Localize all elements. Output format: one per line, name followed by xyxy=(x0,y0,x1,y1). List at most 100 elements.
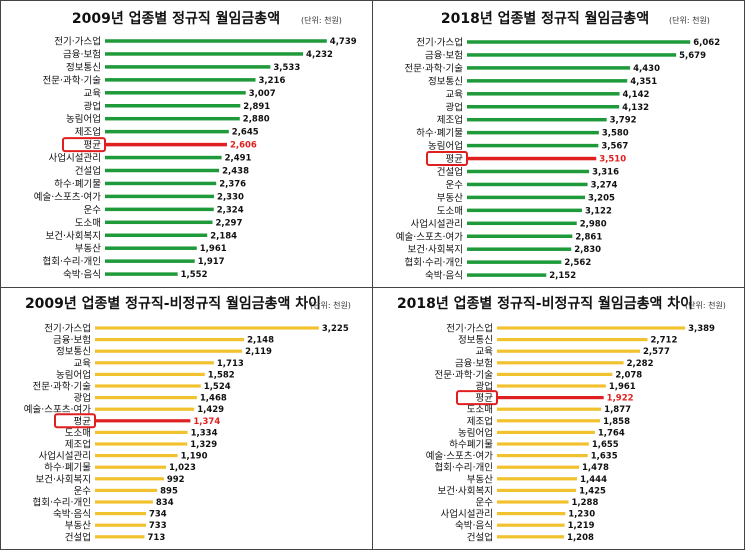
bar xyxy=(467,273,547,277)
category-label: 전기·가스업 xyxy=(416,37,463,49)
chart-title: 2018년 업종별 정규직-비정규직 월임금총액 차이 xyxy=(397,295,693,312)
bar xyxy=(467,156,597,161)
category-label: 부동산 xyxy=(75,244,101,255)
bar xyxy=(467,130,599,135)
data-label: 3,225 xyxy=(322,324,349,334)
bar xyxy=(497,338,648,342)
data-label: 4,232 xyxy=(306,50,333,60)
data-label: 4,739 xyxy=(330,37,357,47)
bar xyxy=(467,105,620,109)
bar xyxy=(105,259,195,263)
bar xyxy=(497,442,589,446)
data-label: 733 xyxy=(149,521,167,531)
category-label: 제조업 xyxy=(65,439,91,451)
bar xyxy=(497,500,569,504)
data-label: 2,184 xyxy=(210,231,237,241)
category-label: 제조업 xyxy=(75,126,101,138)
bar xyxy=(467,169,590,174)
category-label: 금융·보험 xyxy=(63,49,101,60)
data-label: 1,429 xyxy=(197,405,224,415)
chart-panel-2018-regular: 2018년 업종별 정규직 월임금총액 (단위: 천원) 전기·가스업 6,062 금융… xyxy=(372,0,745,288)
category-label: 사업시설관리 xyxy=(49,152,101,164)
category-label: 하수·폐기물 xyxy=(54,178,101,190)
data-label: 2,376 xyxy=(219,179,246,189)
category-label: 협회·수리·개인 xyxy=(435,462,493,474)
data-label: 1,635 xyxy=(591,452,618,462)
data-label: 2,324 xyxy=(217,205,244,215)
bar xyxy=(95,535,145,539)
bar xyxy=(467,117,607,122)
chart-2018-gap-svg: 2018년 업종별 정규직-비정규직 월임금총액 차이(단위: 천원) 전기·가스… xyxy=(397,295,726,543)
category-label: 숙박·음식 xyxy=(53,509,91,520)
data-label: 2,282 xyxy=(627,359,654,369)
bar xyxy=(497,477,578,481)
data-label: 2,078 xyxy=(615,370,642,380)
bar xyxy=(95,361,214,365)
bar xyxy=(497,488,577,492)
bar xyxy=(95,430,188,434)
bar xyxy=(497,523,565,527)
category-label: 전문·과학·기술 xyxy=(405,63,464,74)
bar xyxy=(105,104,241,108)
category-label: 광업 xyxy=(476,381,493,393)
chart-unit: (단위: 천원) xyxy=(301,15,342,25)
data-label: 2,491 xyxy=(225,154,252,164)
category-label: 예술·스포츠·여가 xyxy=(426,450,493,462)
category-label: 부동산 xyxy=(65,521,91,532)
bar xyxy=(105,194,215,199)
bar xyxy=(95,500,153,504)
data-label: 3,122 xyxy=(585,206,612,216)
category-label: 정보통신 xyxy=(56,347,91,358)
category-label: 하수·폐기물 xyxy=(416,127,463,139)
category-label: 예술·스포츠·여가 xyxy=(24,404,91,416)
category-label: 숙박·음식 xyxy=(425,271,463,282)
data-label: 1,374 xyxy=(193,417,220,427)
data-label: 992 xyxy=(167,475,185,485)
category-label: 사업시설관리 xyxy=(441,508,493,520)
data-label: 1,655 xyxy=(592,440,619,450)
category-label: 도소매 xyxy=(65,428,91,439)
data-label: 4,132 xyxy=(622,103,649,113)
bar xyxy=(95,338,245,342)
data-label: 1,190 xyxy=(181,452,208,462)
chart-unit: (단위: 천원) xyxy=(669,15,710,25)
data-label: 2,562 xyxy=(564,258,591,268)
data-label: 2,438 xyxy=(222,167,249,177)
data-label: 734 xyxy=(149,510,167,520)
data-label: 5,679 xyxy=(679,51,706,61)
data-label: 2,830 xyxy=(574,245,601,255)
data-label: 1,552 xyxy=(181,270,208,280)
category-label: 평균 xyxy=(74,416,92,427)
category-label: 전기·가스업 xyxy=(446,323,493,335)
category-label: 광업 xyxy=(446,101,463,113)
bar xyxy=(95,407,195,411)
bar xyxy=(467,79,628,83)
bar xyxy=(95,465,167,469)
data-label: 3,316 xyxy=(592,168,619,178)
data-label: 1,524 xyxy=(204,382,231,392)
data-label: 1,478 xyxy=(582,463,609,473)
category-label: 정보통신 xyxy=(66,62,101,73)
bar xyxy=(467,260,562,264)
data-label: 3,580 xyxy=(602,129,629,139)
bar xyxy=(467,221,577,226)
bar xyxy=(95,454,178,458)
bar xyxy=(105,246,197,250)
bar xyxy=(467,208,582,213)
bar xyxy=(497,396,604,400)
bar xyxy=(95,523,146,527)
bar xyxy=(467,143,599,148)
data-label: 3,205 xyxy=(588,193,615,203)
data-label: 2,330 xyxy=(217,192,244,202)
bar xyxy=(497,407,602,411)
bar xyxy=(467,92,620,96)
data-label: 1,444 xyxy=(580,475,607,485)
category-label: 숙박·음식 xyxy=(455,521,493,532)
category-label: 하수·폐기물 xyxy=(44,462,91,474)
category-label: 교육 xyxy=(84,88,102,99)
category-label: 농림어업 xyxy=(428,140,463,152)
category-label: 금융·보험 xyxy=(455,358,493,369)
category-label: 도소매 xyxy=(437,206,463,217)
bar xyxy=(105,233,208,237)
data-label: 6,062 xyxy=(693,38,720,48)
